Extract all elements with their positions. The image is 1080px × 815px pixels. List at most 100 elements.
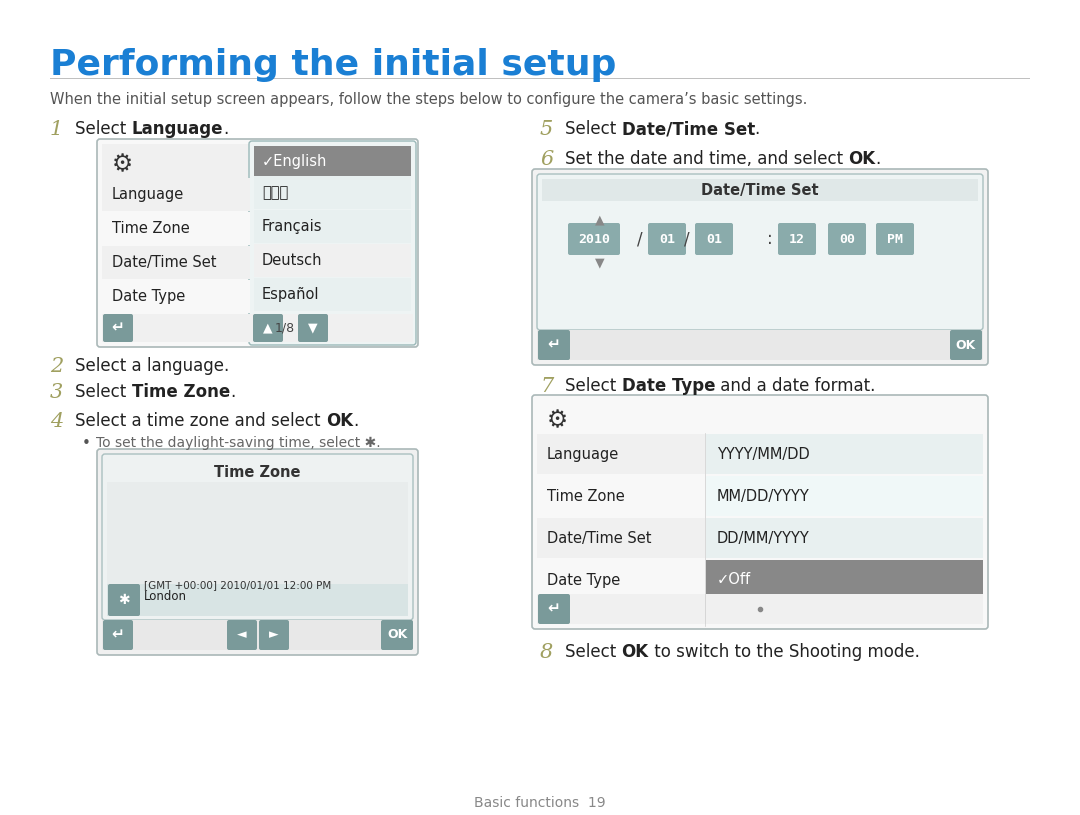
Text: 7: 7	[540, 377, 553, 396]
Text: Español: Español	[262, 287, 320, 302]
Text: /: /	[637, 230, 643, 248]
Text: [GMT +00:00] 2010/01/01 12:00 PM: [GMT +00:00] 2010/01/01 12:00 PM	[144, 580, 332, 590]
Text: ✱: ✱	[118, 593, 130, 607]
FancyBboxPatch shape	[778, 223, 816, 255]
Text: Basic functions  19: Basic functions 19	[474, 796, 606, 810]
Text: Time Zone: Time Zone	[132, 383, 230, 401]
FancyBboxPatch shape	[537, 174, 983, 330]
Text: ✓Off: ✓Off	[717, 572, 751, 588]
Bar	[537, 560, 705, 600]
Text: ↵: ↵	[111, 320, 124, 336]
Text: 2010: 2010	[578, 232, 610, 245]
Text: .: .	[222, 120, 228, 138]
Text: OK: OK	[621, 643, 649, 661]
Text: 01: 01	[659, 232, 675, 245]
Text: ►: ►	[269, 628, 279, 641]
FancyBboxPatch shape	[648, 223, 686, 255]
Text: Deutsch: Deutsch	[262, 253, 323, 268]
Text: Date/Time Set: Date/Time Set	[546, 531, 651, 545]
Bar	[102, 246, 249, 279]
Bar	[102, 212, 249, 245]
Text: 8: 8	[540, 643, 553, 662]
Text: Select a language.: Select a language.	[75, 357, 229, 375]
Text: 12: 12	[789, 232, 805, 245]
FancyBboxPatch shape	[97, 139, 418, 347]
Text: Date Type: Date Type	[112, 289, 186, 304]
Text: OK: OK	[387, 628, 407, 641]
Bar	[537, 594, 983, 624]
Text: Select: Select	[565, 377, 621, 395]
Text: 4: 4	[50, 412, 64, 431]
Text: 1: 1	[50, 120, 64, 139]
FancyBboxPatch shape	[253, 314, 283, 342]
Text: Time Zone: Time Zone	[112, 221, 190, 236]
Bar	[254, 176, 411, 209]
Bar	[537, 434, 705, 474]
Text: OK: OK	[956, 338, 976, 351]
Bar	[102, 314, 413, 342]
Bar	[706, 518, 983, 558]
Text: Select: Select	[565, 643, 621, 661]
FancyBboxPatch shape	[103, 314, 133, 342]
Text: ◄: ◄	[238, 628, 247, 641]
Text: .: .	[876, 150, 881, 168]
Bar	[254, 278, 411, 311]
Bar	[537, 476, 705, 516]
Text: ↵: ↵	[548, 337, 561, 353]
Bar	[254, 210, 411, 243]
FancyBboxPatch shape	[259, 620, 289, 650]
FancyBboxPatch shape	[102, 454, 413, 620]
FancyBboxPatch shape	[950, 330, 982, 360]
Text: ⚙: ⚙	[111, 152, 133, 176]
Text: Time Zone: Time Zone	[214, 465, 300, 479]
Text: London: London	[144, 591, 187, 603]
FancyBboxPatch shape	[828, 223, 866, 255]
Text: ✓English: ✓English	[262, 153, 327, 169]
Text: .: .	[755, 120, 760, 138]
Text: OK: OK	[849, 150, 876, 168]
Bar	[542, 179, 978, 201]
FancyBboxPatch shape	[538, 330, 570, 360]
FancyBboxPatch shape	[381, 620, 413, 650]
Bar	[107, 584, 408, 616]
Text: ▲: ▲	[264, 321, 273, 334]
Text: .: .	[353, 412, 359, 430]
FancyBboxPatch shape	[538, 594, 570, 624]
Text: ▼: ▼	[308, 321, 318, 334]
Text: Select: Select	[75, 120, 132, 138]
Text: Set the date and time, and select: Set the date and time, and select	[565, 150, 849, 168]
Text: to switch to the Shooting mode.: to switch to the Shooting mode.	[649, 643, 919, 661]
Text: Date/Time Set: Date/Time Set	[112, 255, 216, 270]
Text: :: :	[767, 230, 773, 248]
Text: 01: 01	[706, 232, 723, 245]
Text: To set the daylight-saving time, select ✱.: To set the daylight-saving time, select …	[96, 436, 380, 450]
FancyBboxPatch shape	[103, 620, 133, 650]
Text: /: /	[685, 230, 690, 248]
Text: PM: PM	[887, 232, 903, 245]
Text: 6: 6	[540, 150, 553, 169]
FancyBboxPatch shape	[108, 584, 140, 616]
Text: When the initial setup screen appears, follow the steps below to configure the c: When the initial setup screen appears, f…	[50, 92, 808, 107]
Text: 3: 3	[50, 383, 64, 402]
FancyBboxPatch shape	[298, 314, 328, 342]
Text: Français: Français	[262, 219, 323, 234]
Text: Select: Select	[565, 120, 621, 138]
Text: MM/DD/YYYY: MM/DD/YYYY	[717, 488, 810, 504]
FancyBboxPatch shape	[876, 223, 914, 255]
Text: ⚙: ⚙	[546, 408, 568, 432]
FancyBboxPatch shape	[227, 620, 257, 650]
Bar	[102, 178, 249, 211]
Text: Language: Language	[132, 120, 222, 138]
Text: 2: 2	[50, 357, 64, 376]
Text: 5: 5	[540, 120, 553, 139]
Bar	[254, 244, 411, 277]
Text: YYYY/MM/DD: YYYY/MM/DD	[717, 447, 810, 461]
Bar	[102, 280, 249, 313]
FancyBboxPatch shape	[532, 169, 988, 365]
Text: Select a time zone and select: Select a time zone and select	[75, 412, 326, 430]
Text: •: •	[82, 436, 91, 451]
Bar	[537, 518, 705, 558]
FancyBboxPatch shape	[97, 449, 418, 655]
Text: Performing the initial setup: Performing the initial setup	[50, 48, 617, 82]
Bar	[50, 78, 1030, 79]
